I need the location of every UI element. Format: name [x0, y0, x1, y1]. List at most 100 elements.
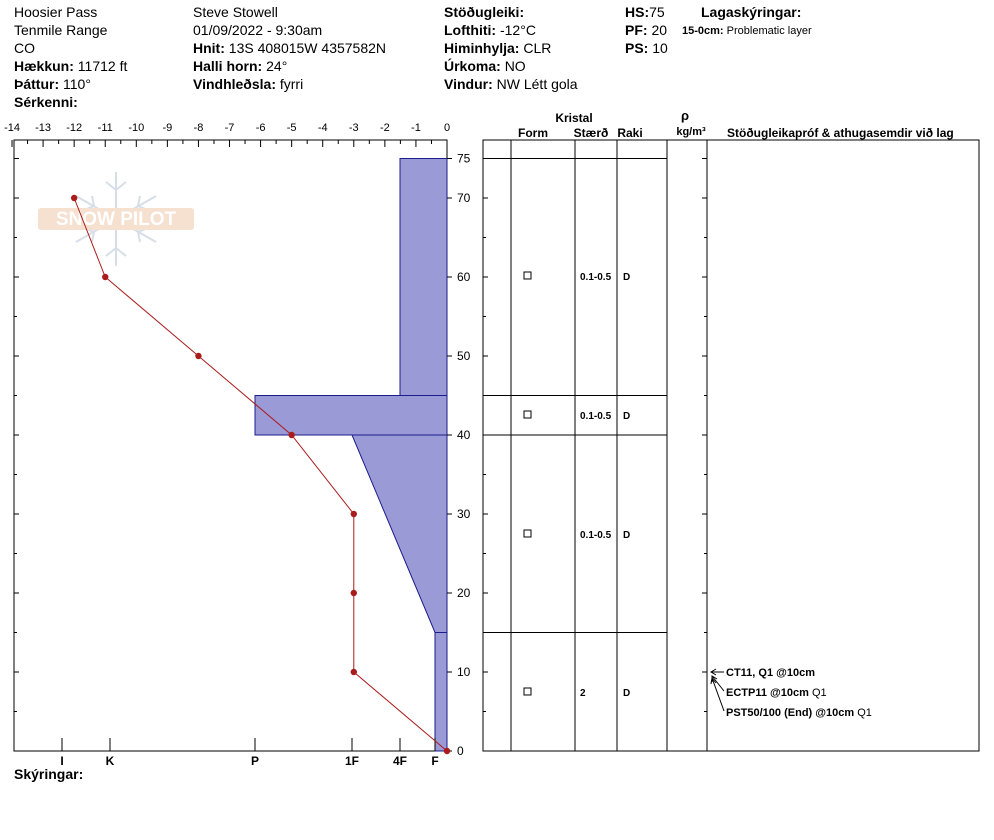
- snowpilot-watermark: SNOW PILOT: [38, 172, 194, 266]
- size-header: Stærð: [574, 126, 609, 140]
- temp-tick-label: -2: [380, 122, 390, 134]
- crystal-size: 2: [580, 688, 586, 699]
- comments-row: Skýringar:: [14, 765, 83, 783]
- airtemp-value: -12°C: [499, 22, 536, 38]
- hs-label: HS:: [625, 4, 650, 20]
- crystal-size: 0.1-0.5: [580, 272, 612, 283]
- wind-label: Vindur:: [444, 76, 493, 92]
- test-pointer-3-arrow: [710, 676, 717, 685]
- observer-name: Steve Stowell: [193, 4, 278, 20]
- height-tick-label: 20: [457, 586, 471, 600]
- temperature-axis: -14 -13 -12 -11 -10 -9 -8 -7 -6 -5 -4 -3 -2 -1 0: [4, 122, 450, 147]
- slope-value: 24°: [266, 58, 288, 74]
- precip-value: NO: [504, 58, 526, 74]
- sky-value: CLR: [523, 40, 552, 56]
- moisture-value: D: [623, 530, 630, 541]
- form-header: Form: [518, 126, 548, 140]
- hardness-tick-label: K: [106, 754, 115, 768]
- ps-value: 10: [652, 40, 668, 56]
- crystal-size: 0.1-0.5: [580, 530, 612, 541]
- temp-tick-label: -4: [318, 122, 328, 134]
- density-unit: kg/m³: [676, 126, 706, 138]
- hardness-tick-label: F: [431, 754, 438, 768]
- observation-datetime: 01/09/2022 - 9:30am: [193, 22, 323, 38]
- layer-table: Kristal Form Stærð Raki ρ kg/m³ Stöðugle…: [482, 108, 980, 752]
- layer-notes-label: Lagaskýringar:: [701, 4, 802, 20]
- hardness-tick-label: I: [60, 754, 63, 768]
- hardness-layer-3: [351, 434, 448, 633]
- watermark-text: SNOW PILOT: [56, 209, 177, 230]
- temperature-point: [195, 352, 202, 360]
- temp-tick-label: -6: [256, 122, 266, 134]
- hardness-layer-2: [254, 395, 448, 436]
- test-1-code: CT11, Q1 @10cm: [726, 667, 815, 679]
- temperature-point: [70, 194, 78, 202]
- temp-tick-label: -9: [162, 122, 172, 134]
- aspect-label: Þáttur:: [14, 76, 60, 92]
- elevation-row: Hækkun: 11712 ft: [14, 57, 127, 75]
- wind-value: NW Létt gola: [496, 76, 578, 92]
- temp-tick-label: -8: [194, 122, 204, 134]
- temperature-point: [350, 589, 357, 597]
- coords-label: Hnit:: [193, 40, 225, 56]
- test-1: CT11, Q1 @10cm: [726, 667, 815, 679]
- crystal-size: 0.1-0.5: [580, 411, 612, 422]
- elevation-label: Hækkun:: [14, 58, 74, 74]
- layer-note-text: Problematic layer: [726, 25, 812, 37]
- wind-row: Vindur: NW Létt gola: [444, 75, 578, 93]
- temp-tick-label: -1: [411, 122, 421, 134]
- coords-row: Hnit: 13S 408015W 4357582N: [193, 39, 386, 57]
- pf-value: 20: [651, 22, 668, 38]
- height-tick-label: 30: [457, 507, 471, 521]
- layer-notes-title: Lagaskýringar:: [701, 3, 801, 21]
- temp-tick-label: -7: [225, 122, 235, 134]
- hardness-tick-label: 1F: [345, 754, 359, 768]
- ps-label: PS:: [625, 40, 649, 56]
- temperature-point: [350, 668, 357, 676]
- moisture-header: Raki: [617, 126, 642, 140]
- test-pointer-3: [711, 677, 725, 712]
- slope-label: Halli horn:: [193, 58, 263, 74]
- crystal-form-icon: [523, 271, 532, 280]
- precip-label: Úrkoma:: [444, 58, 501, 74]
- hardness-layer-4: [434, 632, 448, 752]
- sky-label: Himinhylja:: [444, 40, 520, 56]
- temp-tick-label: -12: [66, 122, 82, 134]
- temp-tick-label: -10: [128, 122, 144, 134]
- moisture-value: D: [623, 272, 630, 283]
- hs-value: 75: [649, 4, 665, 20]
- test-pointer-2: [711, 675, 725, 692]
- test-3-code: PST50/100 (End) @10cm: [726, 707, 854, 719]
- height-tick-label: 0: [457, 744, 464, 758]
- temp-tick-label: -3: [349, 122, 359, 134]
- hardness-layers: [254, 158, 448, 752]
- features-label: Sérkenni:: [14, 94, 78, 110]
- height-tick-label: 40: [457, 428, 471, 442]
- height-tick-label: 75: [457, 152, 471, 166]
- features-row: Sérkenni:: [14, 93, 127, 111]
- temperature-profile: [70, 194, 451, 755]
- temperature-point: [102, 273, 109, 281]
- table-frame: [482, 139, 980, 752]
- pf-row: PF: 20: [625, 21, 668, 39]
- header-mid: Steve Stowell 01/09/2022 - 9:30am Hnit: …: [193, 3, 386, 93]
- header-depths: HS:75 PF: 20 PS: 10: [625, 3, 668, 57]
- tests-header: Stöðugleikapróf & athugasemdir við lag: [727, 126, 954, 140]
- temp-tick-label: -11: [98, 122, 113, 134]
- test-2-code: ECTP11 @10cm: [726, 687, 809, 699]
- stability-row: Stöðugleiki:: [444, 3, 578, 21]
- airtemp-label: Lofthiti:: [444, 22, 497, 38]
- height-tick-label: 70: [457, 191, 471, 205]
- test-3-quality: Q1: [857, 707, 872, 719]
- moisture-value: D: [623, 411, 630, 422]
- elevation-value: 11712 ft: [77, 58, 128, 74]
- range-name: Tenmile Range: [14, 22, 108, 38]
- temperature-line: [73, 197, 448, 752]
- slope-row: Halli horn: 24°: [193, 57, 386, 75]
- wind-loading-value: fyrri: [279, 76, 304, 92]
- test-2-quality: Q1: [812, 687, 827, 699]
- rho-header: ρ: [681, 108, 689, 123]
- aspect-value: 110°: [63, 76, 91, 92]
- temperature-point: [350, 510, 357, 518]
- temperature-point: [443, 747, 451, 755]
